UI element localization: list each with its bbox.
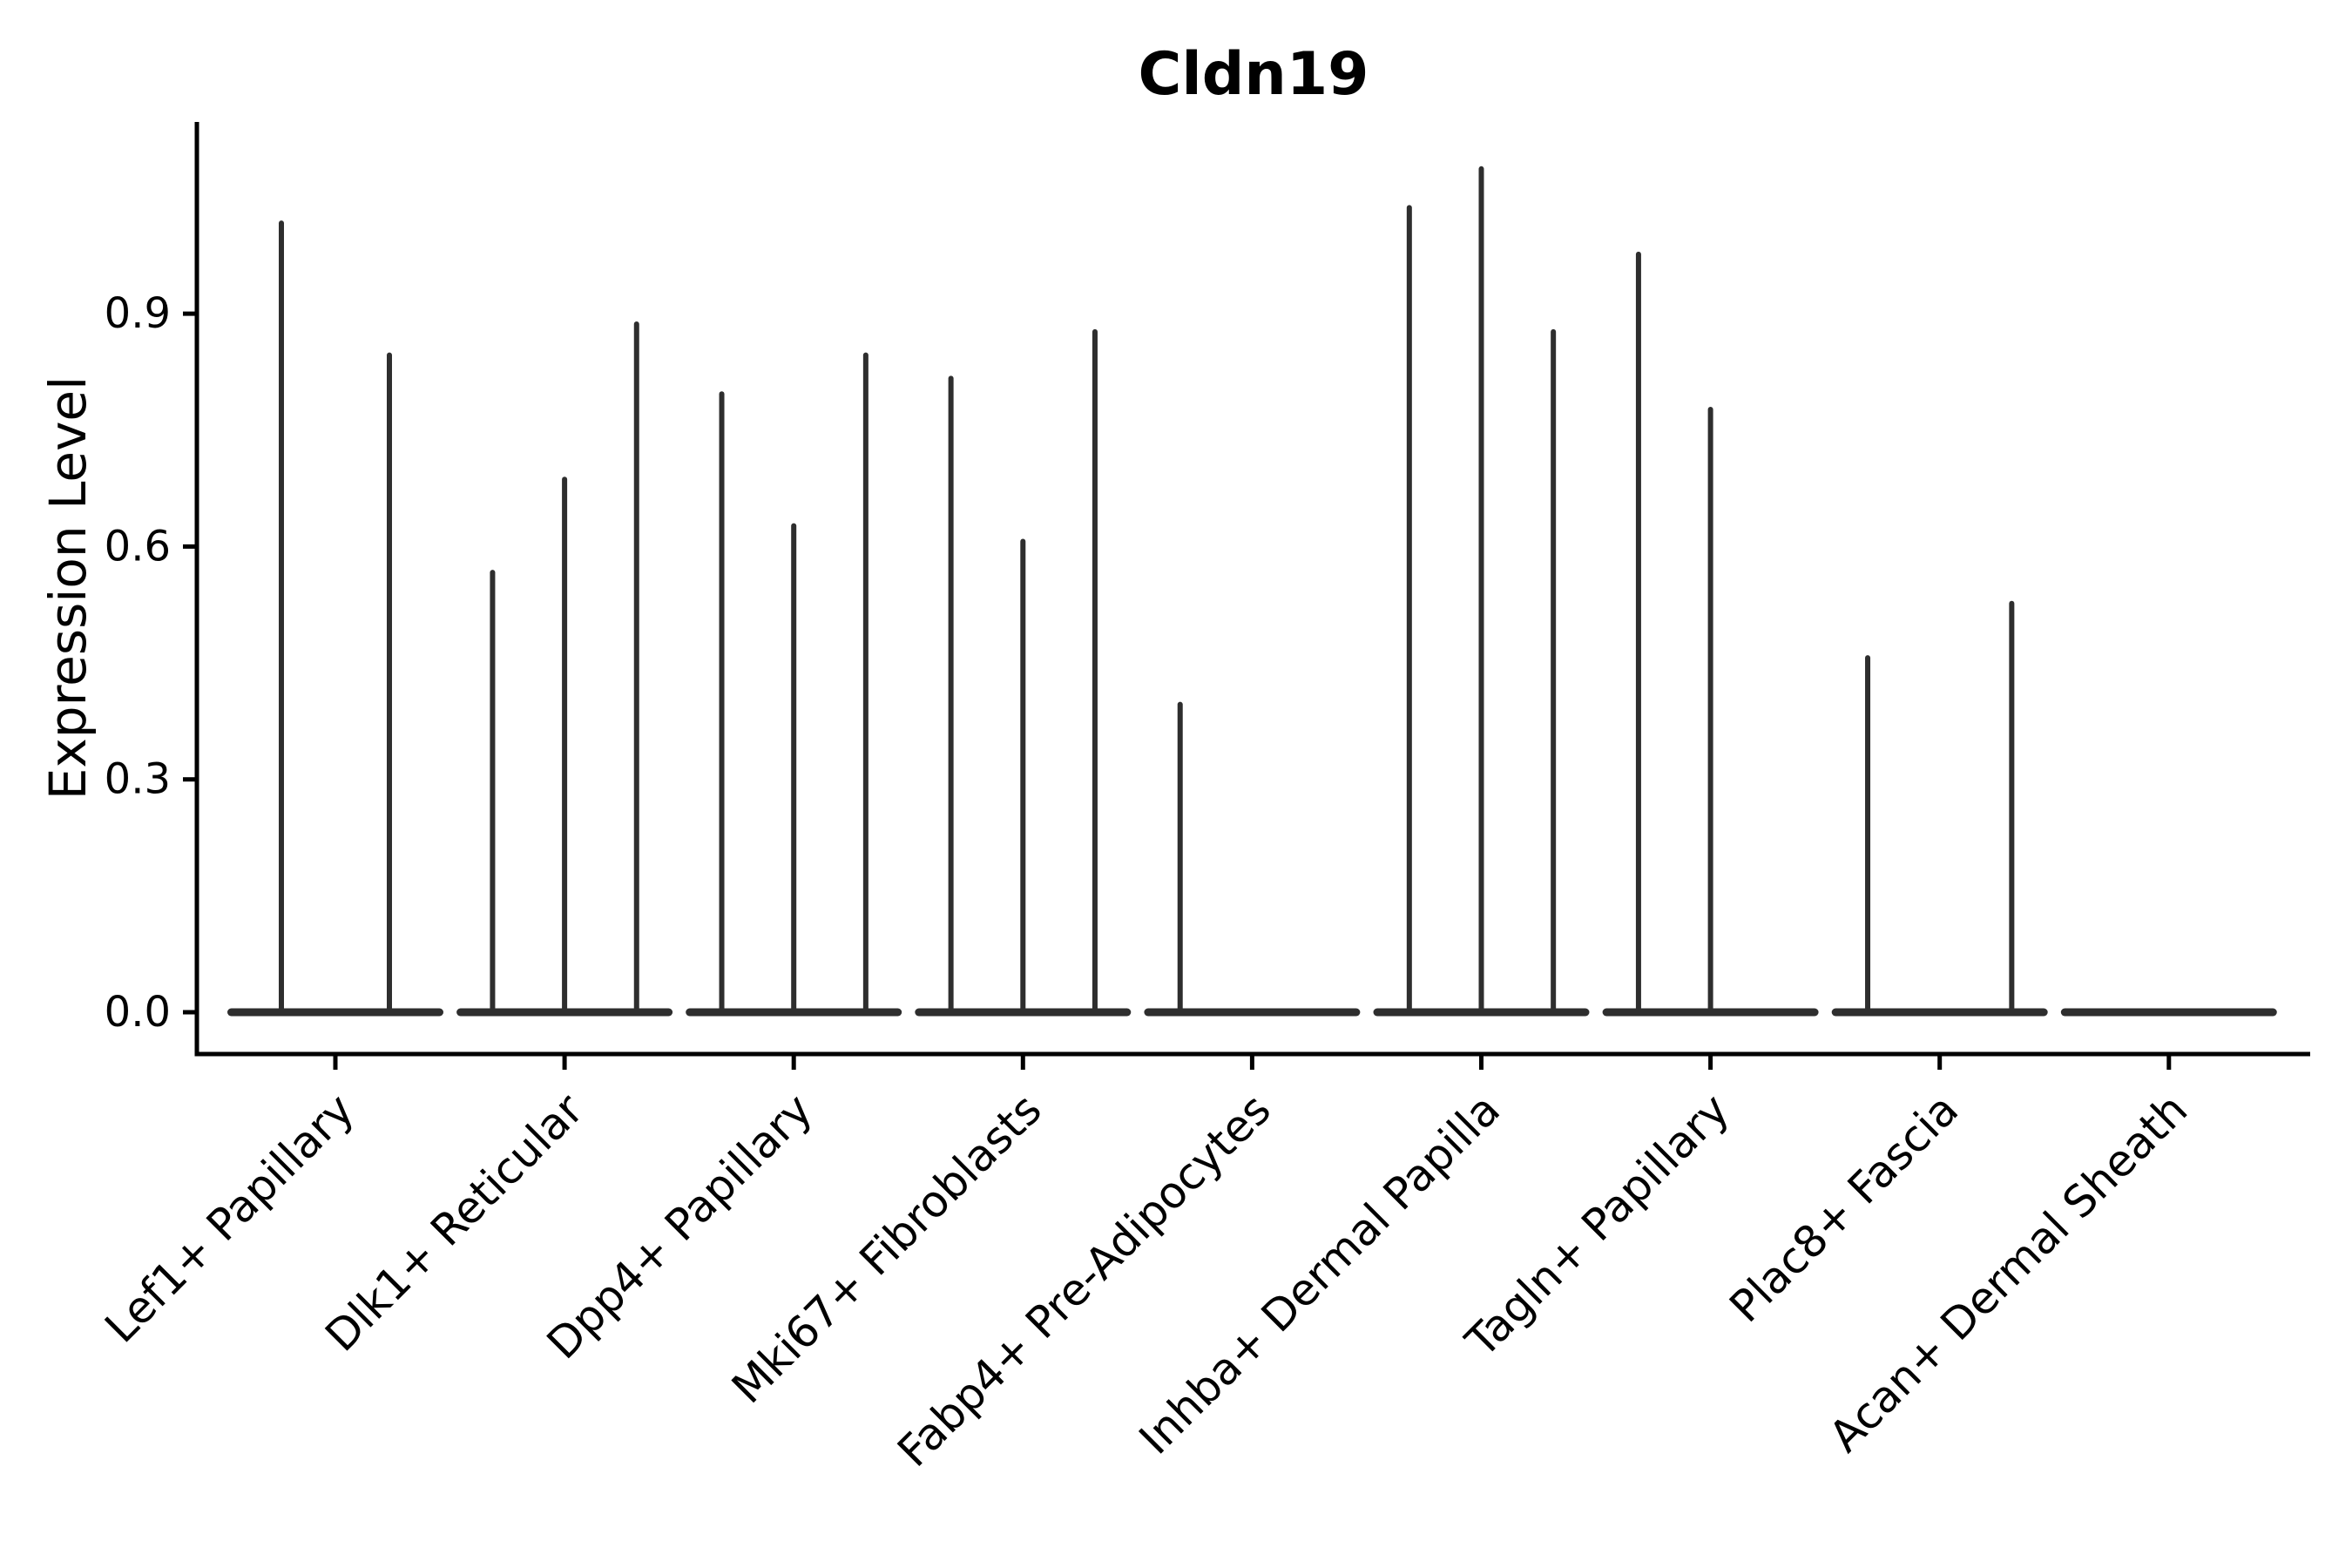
y-axis-label: Expression Level [38,376,98,800]
y-tick-label: 0.9 [105,289,171,338]
x-tick-label: Plac8+ Fascia [1720,1084,1968,1332]
violin-base [2060,1008,2277,1017]
violin-base [1144,1008,1361,1017]
violin-base [1831,1008,2048,1017]
y-tick-label: 0.3 [105,755,171,804]
y-tick-label: 0.0 [105,988,171,1037]
x-tick-label: Lef1+ Papillary [95,1084,363,1352]
violin-base [227,1008,443,1017]
y-tick-label: 0.6 [105,522,171,571]
x-tick-label: Fabp4+ Pre-Adipocytes [888,1084,1281,1477]
chart-title: Cldn19 [1139,40,1369,109]
